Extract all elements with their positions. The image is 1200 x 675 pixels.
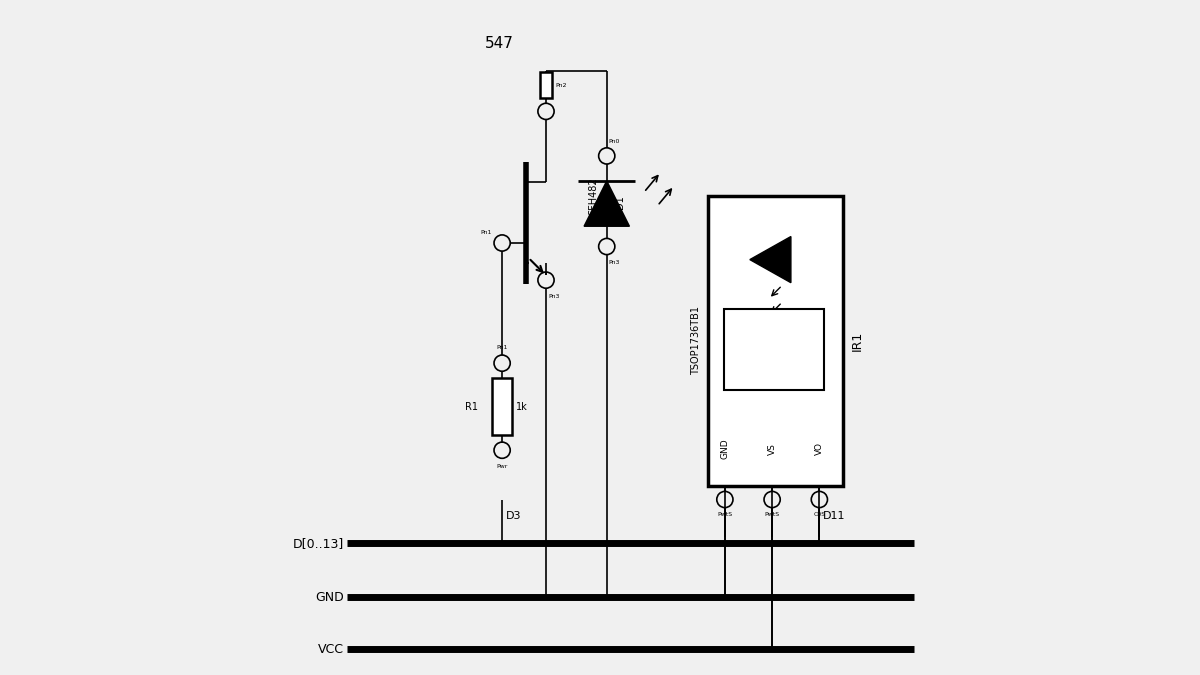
Text: D[0..13]: D[0..13] [293,537,343,550]
Text: Pn2: Pn2 [556,82,566,88]
Text: R1: R1 [466,402,479,412]
Bar [492,378,512,435]
Text: 1k: 1k [516,402,528,412]
Text: Pn2: Pn2 [540,93,552,98]
Bar [708,196,842,486]
Text: C0S: C0S [814,512,826,516]
Text: VCC: VCC [318,643,343,656]
Text: D11: D11 [823,512,845,521]
Text: GND: GND [314,591,343,604]
Text: VO: VO [815,442,824,456]
Text: IR1: IR1 [851,331,864,351]
Text: Pn1: Pn1 [497,345,508,350]
Bar [725,309,824,390]
Text: GND: GND [720,439,730,459]
Text: Pwr: Pwr [497,464,508,468]
Bar [540,72,552,98]
Text: PwtS: PwtS [764,512,780,516]
Text: D1: D1 [614,196,625,209]
Text: 547: 547 [485,36,514,51]
Text: PwtS: PwtS [718,512,732,516]
Text: TSOP1736TB1: TSOP1736TB1 [691,306,701,375]
Text: VS: VS [768,443,776,455]
Polygon shape [584,181,630,226]
Text: Pn1: Pn1 [481,230,492,235]
Text: Pn3: Pn3 [548,294,559,298]
Text: SFH482: SFH482 [589,177,599,215]
Text: Pn0: Pn0 [608,139,620,144]
Polygon shape [750,236,791,283]
Text: D3: D3 [505,512,521,521]
Text: Pn3: Pn3 [608,260,620,265]
